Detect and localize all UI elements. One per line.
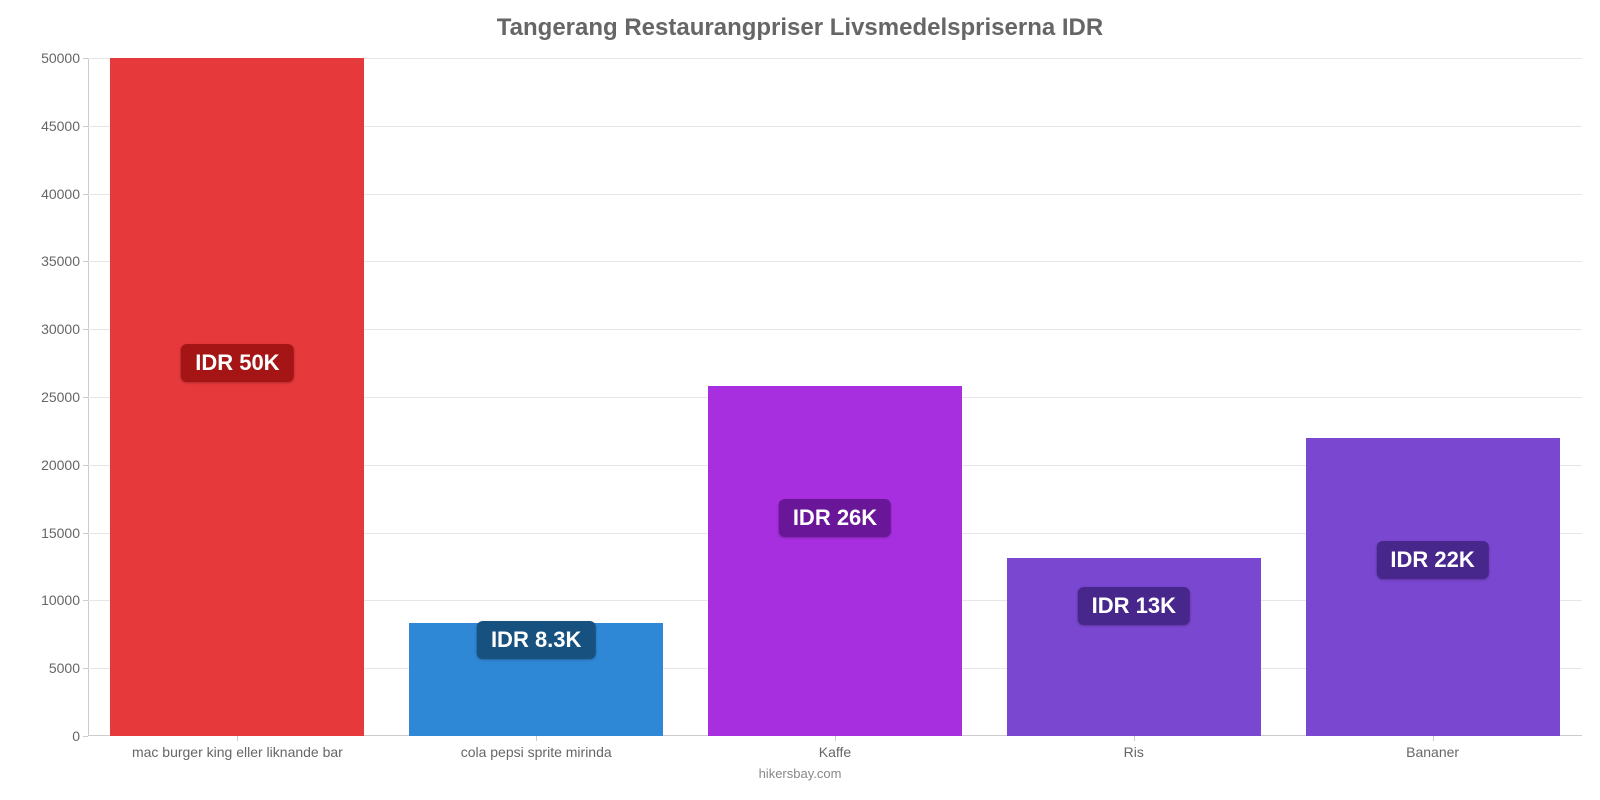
y-tick-label: 45000 — [41, 118, 88, 134]
y-tick-label: 35000 — [41, 253, 88, 269]
x-tick-label: cola pepsi sprite mirinda — [461, 736, 612, 760]
y-tick-label: 10000 — [41, 592, 88, 608]
attribution-text: hikersbay.com — [759, 766, 842, 781]
value-badge: IDR 8.3K — [477, 621, 595, 659]
x-tick-label: mac burger king eller liknande bar — [132, 736, 343, 760]
y-tick-label: 40000 — [41, 186, 88, 202]
y-tick-label: 15000 — [41, 525, 88, 541]
y-tick-label: 0 — [72, 728, 88, 744]
plot-area: 0500010000150002000025000300003500040000… — [88, 58, 1582, 736]
value-badge: IDR 50K — [181, 344, 293, 382]
x-tick-label: Kaffe — [819, 736, 851, 760]
bar — [708, 386, 962, 736]
bar — [1306, 438, 1560, 736]
x-tick-label: Ris — [1124, 736, 1144, 760]
value-badge: IDR 26K — [779, 499, 891, 537]
value-badge: IDR 22K — [1376, 541, 1488, 579]
y-tick-label: 20000 — [41, 457, 88, 473]
y-tick-label: 50000 — [41, 50, 88, 66]
bar — [1007, 558, 1261, 736]
y-tick-label: 5000 — [49, 660, 88, 676]
y-tick-label: 25000 — [41, 389, 88, 405]
chart-container: Tangerang Restaurangpriser Livsmedelspri… — [0, 0, 1600, 800]
y-tick-label: 30000 — [41, 321, 88, 337]
value-badge: IDR 13K — [1078, 587, 1190, 625]
bar — [110, 58, 364, 736]
chart-title: Tangerang Restaurangpriser Livsmedelspri… — [0, 0, 1600, 48]
x-tick-label: Bananer — [1406, 736, 1459, 760]
